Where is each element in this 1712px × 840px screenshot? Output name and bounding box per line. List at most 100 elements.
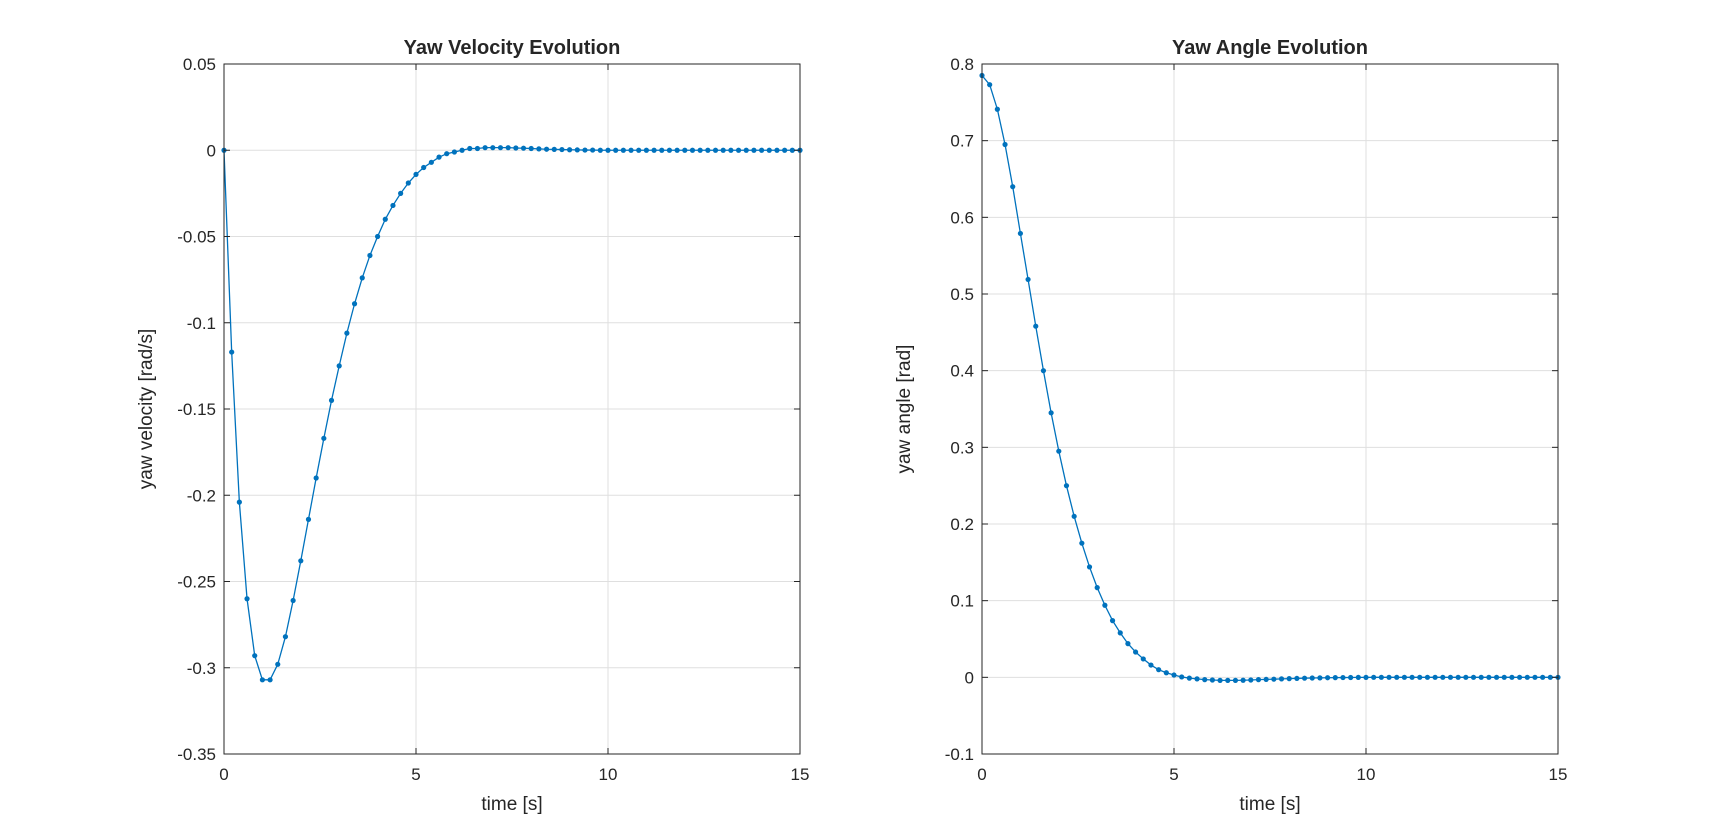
data-point [1217, 677, 1223, 684]
data-point [1455, 674, 1461, 680]
data-point [536, 146, 542, 152]
x-tick-label: 5 [411, 765, 420, 784]
data-point [405, 180, 411, 186]
data-point [1079, 540, 1085, 546]
data-point [413, 171, 419, 177]
data-point [467, 145, 473, 152]
data-point [305, 516, 312, 523]
data-point [451, 149, 457, 155]
data-point [1117, 630, 1123, 636]
data-point [735, 147, 742, 153]
data-point [1501, 674, 1507, 680]
y-tick-label: -0.25 [177, 573, 216, 592]
plot-area-frame [981, 63, 1559, 755]
data-point [1301, 675, 1308, 681]
data-point [590, 147, 596, 153]
data-point [1355, 674, 1361, 681]
x-tick-label: 15 [1549, 765, 1568, 784]
data-point [1140, 656, 1146, 662]
data-point [252, 653, 258, 659]
data-point [1202, 677, 1208, 683]
data-point [275, 661, 281, 667]
y-tick-label: 0.6 [950, 208, 974, 227]
data-point [482, 145, 488, 151]
y-tick-label: -0.05 [177, 228, 216, 247]
x-axis-label: time [s] [1239, 794, 1300, 815]
data-point [490, 145, 496, 151]
data-point [574, 147, 580, 153]
data-point [705, 147, 711, 153]
data-point [1294, 675, 1300, 682]
data-point [351, 301, 358, 307]
y-tick-label: 0.7 [950, 132, 974, 151]
data-point [1063, 483, 1070, 489]
data-point [1033, 323, 1039, 329]
data-point [382, 216, 388, 222]
data-point [1286, 676, 1292, 682]
data-point [597, 147, 603, 153]
data-point [1048, 410, 1054, 416]
yaw-velocity-line [223, 147, 800, 681]
data-point [759, 147, 765, 153]
data-point [513, 145, 519, 151]
data-point [428, 159, 434, 165]
data-point [1194, 676, 1200, 682]
x-axis-label: time [s] [481, 794, 542, 815]
data-point [1133, 649, 1139, 655]
data-point [267, 677, 273, 683]
data-point [766, 147, 772, 153]
data-point [620, 147, 626, 153]
data-point [728, 147, 734, 153]
data-point [551, 146, 557, 152]
data-point [613, 147, 619, 153]
y-tick-label: 0.1 [950, 592, 974, 611]
data-point [987, 82, 993, 88]
data-point [567, 147, 573, 153]
y-tick-label: 0 [965, 668, 974, 687]
data-point [774, 147, 780, 153]
data-point [1447, 674, 1454, 680]
x-tick-label: 0 [219, 765, 228, 784]
data-point [1493, 674, 1500, 680]
data-point [436, 154, 442, 160]
data-point [1486, 674, 1492, 680]
data-point [1102, 602, 1108, 608]
data-point [1470, 674, 1477, 680]
data-point [282, 634, 289, 640]
data-point [344, 330, 350, 336]
data-point [1094, 585, 1100, 591]
data-point [712, 147, 719, 153]
x-tick-label: 0 [977, 765, 986, 784]
data-point [1010, 184, 1016, 190]
data-point [666, 147, 673, 153]
data-point [559, 146, 565, 153]
data-point [1163, 670, 1169, 676]
x-tick-label: 5 [1169, 765, 1178, 784]
data-point [543, 146, 550, 152]
grid [981, 63, 1559, 755]
data-point [1271, 676, 1277, 682]
x-tick-label: 15 [791, 765, 810, 784]
data-point [1524, 674, 1530, 680]
y-tick-label: -0.3 [187, 659, 216, 678]
data-point [528, 145, 534, 152]
data-point [1432, 674, 1438, 680]
data-point [367, 252, 373, 259]
data-point [1086, 564, 1093, 570]
chart-title: Yaw Angle Evolution [1172, 37, 1368, 59]
yaw-angle-chart: 0 5 10 15-0.100.10.20.30.40.50.60.70.8 Yaw … [894, 37, 1567, 815]
data-point [398, 190, 404, 196]
data-point [1232, 677, 1239, 684]
data-point [459, 147, 465, 153]
y-tick-label: 0.5 [950, 285, 974, 304]
data-point [994, 106, 1000, 112]
y-tick-label: -0.35 [177, 745, 216, 764]
axis-ticks: 0 5 10 15-0.100.10.20.30.40.50.60.70.8 [945, 55, 1568, 784]
data-point [743, 147, 749, 153]
data-point [1148, 662, 1154, 668]
data-point [1394, 674, 1400, 680]
data-point [1363, 674, 1369, 681]
y-tick-label: 0.8 [950, 55, 974, 74]
data-point [298, 558, 304, 564]
data-point [375, 233, 381, 240]
